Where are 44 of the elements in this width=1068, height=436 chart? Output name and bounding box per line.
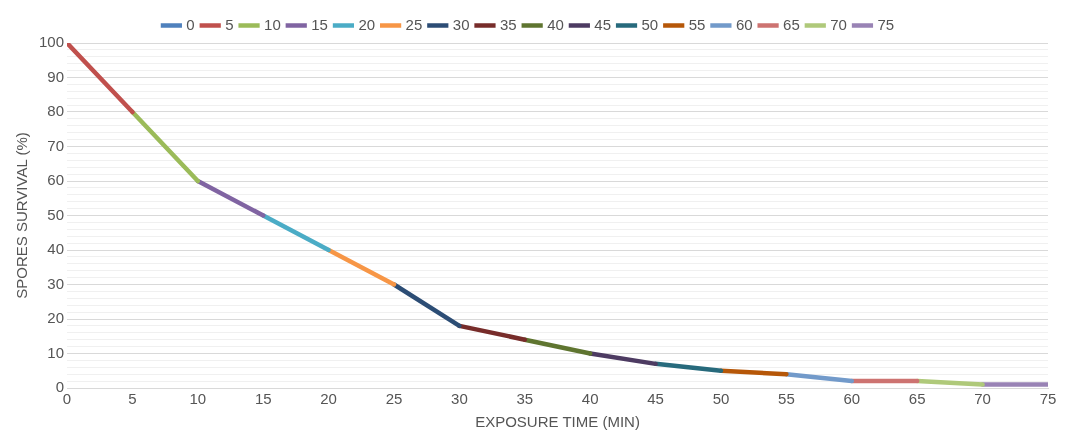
legend-label: 25 [405, 15, 423, 33]
x-tick-label: 65 [908, 390, 926, 408]
y-tick-label: 70 [47, 136, 65, 154]
legend-label: 50 [641, 15, 659, 33]
x-tick-label: 40 [581, 390, 599, 408]
y-tick-label: 50 [47, 205, 65, 223]
y-tick-label: 0 [55, 378, 65, 396]
y-tick-label: 10 [47, 343, 65, 361]
x-tick-label: 75 [1039, 390, 1057, 408]
legend-label: 40 [547, 15, 564, 33]
x-tick-label: 10 [189, 390, 207, 408]
x-tick-label: 70 [974, 390, 991, 408]
y-tick-label: 30 [47, 274, 65, 292]
y-tick-label: 90 [47, 67, 65, 85]
y-axis-title: SPORES SURVIVAL (%) [13, 132, 31, 299]
x-tick-label: 30 [451, 390, 468, 408]
legend-label: 20 [358, 15, 376, 33]
x-tick-label: 55 [778, 390, 795, 408]
legend-label: 35 [499, 15, 517, 33]
legend-label: 70 [830, 15, 847, 33]
x-tick-label: 5 [128, 390, 137, 408]
legend-label: 10 [264, 15, 281, 33]
y-tick-label: 40 [47, 240, 65, 258]
legend-label: 65 [783, 15, 800, 33]
y-tick-label: 80 [47, 102, 65, 120]
x-axis-title: EXPOSURE TIME (MIN) [475, 413, 640, 431]
x-tick-label: 45 [647, 390, 664, 408]
legend-label: 5 [225, 15, 234, 33]
x-tick-label: 35 [516, 390, 534, 408]
legend-label: 60 [735, 15, 753, 33]
legend-label: 0 [186, 15, 195, 33]
legend-label: 30 [452, 15, 470, 33]
y-tick-label: 20 [47, 309, 65, 327]
y-tick-label: 100 [39, 33, 65, 51]
legend-label: 75 [877, 15, 895, 33]
y-tick-label: 60 [47, 171, 65, 189]
legend-label: 55 [688, 15, 706, 33]
legend-label: 15 [311, 15, 328, 33]
x-tick-label: 25 [385, 390, 403, 408]
x-tick-label: 20 [320, 390, 337, 408]
x-tick-label: 50 [712, 390, 730, 408]
x-tick-label: 15 [254, 390, 272, 408]
x-tick-label: 60 [843, 390, 861, 408]
legend-label: 45 [594, 15, 612, 33]
